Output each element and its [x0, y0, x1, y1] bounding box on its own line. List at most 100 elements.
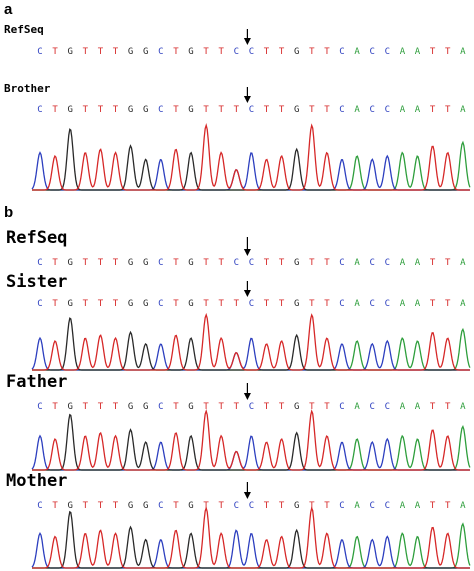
base-call: A	[354, 299, 360, 309]
base-call: T	[113, 299, 119, 309]
base-call: T	[52, 105, 58, 115]
trace-line-t	[32, 123, 470, 191]
base-call: T	[173, 501, 179, 511]
base-call: G	[294, 47, 299, 57]
base-call: T	[98, 402, 104, 412]
base-call: G	[143, 47, 148, 57]
trace-line-t	[32, 312, 470, 371]
base-call: T	[218, 105, 224, 115]
base-call: G	[128, 402, 133, 412]
base-call: T	[113, 105, 119, 115]
base-call: A	[415, 402, 421, 412]
base-call: G	[188, 258, 193, 268]
base-call: T	[98, 47, 104, 57]
base-call: G	[294, 258, 299, 268]
base-call: G	[143, 501, 148, 511]
base-call: C	[385, 47, 390, 57]
chromatogram-father	[31, 408, 471, 471]
base-call: T	[52, 258, 58, 268]
base-call: T	[83, 258, 89, 268]
base-call: T	[203, 47, 209, 57]
base-call: G	[294, 299, 299, 309]
base-call: T	[445, 258, 451, 268]
base-call: T	[445, 501, 451, 511]
base-call: T	[83, 105, 89, 115]
base-call: T	[173, 47, 179, 57]
base-call: C	[369, 299, 374, 309]
base-call: C	[369, 501, 374, 511]
base-call: G	[67, 258, 72, 268]
base-call: T	[203, 402, 209, 412]
base-call: G	[128, 299, 133, 309]
base-call: T	[218, 47, 224, 57]
base-call: C	[37, 501, 42, 511]
base-call: A	[460, 402, 466, 412]
base-call: C	[158, 402, 163, 412]
row-title-father: Father	[6, 372, 67, 392]
chromatogram-sister	[31, 312, 471, 371]
base-call: T	[218, 299, 224, 309]
base-call: T	[234, 402, 240, 412]
base-call: T	[324, 47, 330, 57]
base-call: G	[128, 47, 133, 57]
base-call: T	[52, 402, 58, 412]
base-call: G	[128, 258, 133, 268]
base-call: G	[128, 105, 133, 115]
base-call: G	[188, 105, 193, 115]
base-call: A	[354, 105, 360, 115]
base-call: T	[264, 258, 270, 268]
base-call: T	[264, 299, 270, 309]
base-call: G	[67, 299, 72, 309]
base-call: T	[279, 299, 285, 309]
base-call: C	[249, 47, 254, 57]
base-call: T	[309, 47, 315, 57]
base-call: T	[203, 105, 209, 115]
base-call: G	[67, 402, 72, 412]
base-call: T	[279, 501, 285, 511]
base-call: C	[37, 258, 42, 268]
base-call: C	[339, 501, 344, 511]
base-call: G	[294, 105, 299, 115]
base-call: G	[67, 501, 72, 511]
base-call: C	[158, 105, 163, 115]
base-call: T	[173, 402, 179, 412]
base-call: A	[354, 402, 360, 412]
base-call: C	[339, 258, 344, 268]
row-title-refseq-a: RefSeq	[4, 23, 44, 36]
base-call: T	[98, 105, 104, 115]
base-call: T	[234, 105, 240, 115]
mutation-arrow-icon	[243, 29, 251, 45]
base-call: C	[249, 105, 254, 115]
base-call: A	[415, 47, 421, 57]
base-call: T	[83, 299, 89, 309]
base-call: C	[249, 258, 254, 268]
base-call: C	[249, 402, 254, 412]
base-call: C	[385, 402, 390, 412]
base-call: T	[279, 402, 285, 412]
base-call: C	[37, 47, 42, 57]
base-call: A	[460, 501, 466, 511]
base-call: A	[400, 105, 406, 115]
base-call: T	[430, 402, 436, 412]
chromatogram-mother	[31, 506, 471, 569]
base-call: C	[234, 258, 239, 268]
base-call: T	[203, 299, 209, 309]
trace-line-t	[32, 408, 470, 471]
base-call: A	[460, 105, 466, 115]
base-call: T	[113, 258, 119, 268]
base-call: T	[279, 47, 285, 57]
base-call: G	[143, 402, 148, 412]
base-call: T	[264, 47, 270, 57]
base-call: T	[264, 402, 270, 412]
base-call: T	[445, 299, 451, 309]
base-call: G	[67, 105, 72, 115]
base-call: T	[430, 501, 436, 511]
base-call: G	[294, 402, 299, 412]
base-call: T	[445, 105, 451, 115]
base-call: T	[83, 402, 89, 412]
